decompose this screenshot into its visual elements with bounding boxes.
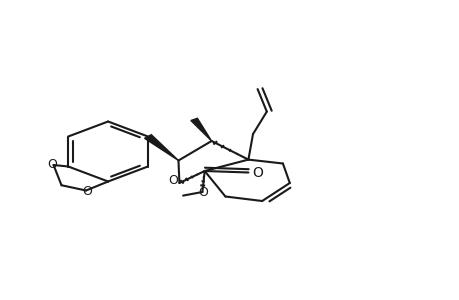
Text: O: O <box>197 186 207 199</box>
Text: O: O <box>48 158 57 171</box>
Text: O: O <box>168 173 178 187</box>
Polygon shape <box>144 135 178 161</box>
Polygon shape <box>190 118 211 141</box>
Text: O: O <box>82 185 92 198</box>
Text: O: O <box>252 166 263 180</box>
